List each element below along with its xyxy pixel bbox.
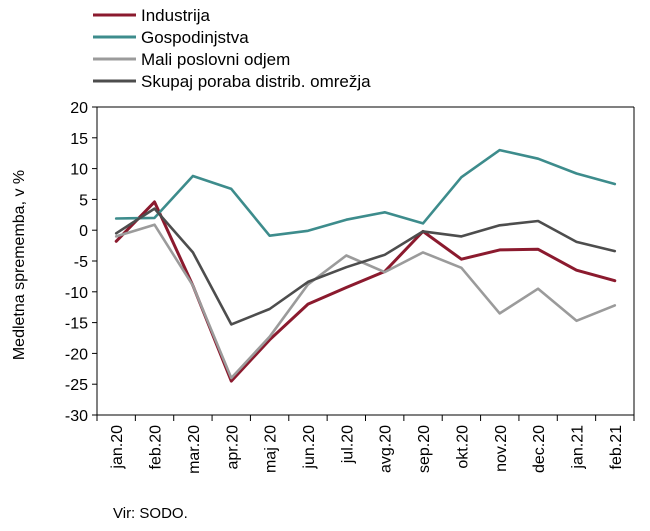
y-tick-label: -25 xyxy=(65,377,88,394)
y-tick-label: -5 xyxy=(74,254,88,271)
x-tick-label: jan.21 xyxy=(569,425,586,470)
x-tick-label: jan.20 xyxy=(109,425,126,470)
series-line-2 xyxy=(114,148,617,237)
legend-label-1: Industrija xyxy=(141,6,211,25)
source-note: Vir: SODO. xyxy=(113,505,188,522)
x-tick-label: jun.20 xyxy=(301,425,318,470)
y-tick-label: 0 xyxy=(79,223,88,240)
x-tick-label: sep.20 xyxy=(416,425,433,473)
x-tick-label: nov.20 xyxy=(493,425,510,472)
x-tick-label: okt.20 xyxy=(454,425,471,469)
x-tick-label: avg.20 xyxy=(378,425,395,473)
series-lines xyxy=(114,148,617,383)
y-axis-title: Medletna sprememba, v % xyxy=(11,170,28,360)
legend-label-4: Skupaj poraba distrib. omrežja xyxy=(141,72,371,91)
y-tick-label: 15 xyxy=(70,131,88,148)
y-tick-label: -10 xyxy=(65,285,88,302)
legend: Industrija Gospodinjstva Mali poslovni odj… xyxy=(93,6,371,91)
x-ticks: jan.20 feb.20 mar.20 apr.20 maj 20 jun.20 jul.… xyxy=(96,415,635,474)
y-tick-label: 20 xyxy=(70,100,88,117)
legend-label-2: Gospodinjstva xyxy=(141,28,249,47)
x-tick-label: dec.20 xyxy=(531,425,548,473)
x-tick-label: feb.20 xyxy=(148,425,165,470)
legend-label-3: Mali poslovni odjem xyxy=(141,50,290,69)
series-line-3 xyxy=(114,223,617,380)
series-line-4 xyxy=(114,207,617,326)
y-ticks: 20 15 10 5 0 -5 -10 -15 -20 -25 -30 xyxy=(65,100,97,425)
y-tick-label: -15 xyxy=(65,316,88,333)
y-tick-label: 10 xyxy=(70,162,88,179)
y-tick-label: -20 xyxy=(65,346,88,363)
plot-area: 20 15 10 5 0 -5 -10 -15 -20 -25 -30 jan.20 feb.20 ma… xyxy=(65,100,635,474)
x-tick-label: maj 20 xyxy=(263,425,280,473)
x-tick-label: mar.20 xyxy=(186,425,203,474)
x-tick-label: apr.20 xyxy=(224,425,241,470)
y-tick-label: -30 xyxy=(65,408,88,425)
y-tick-label: 5 xyxy=(79,192,88,209)
x-tick-label: feb.21 xyxy=(608,425,625,470)
x-tick-label: jul.20 xyxy=(339,425,356,464)
